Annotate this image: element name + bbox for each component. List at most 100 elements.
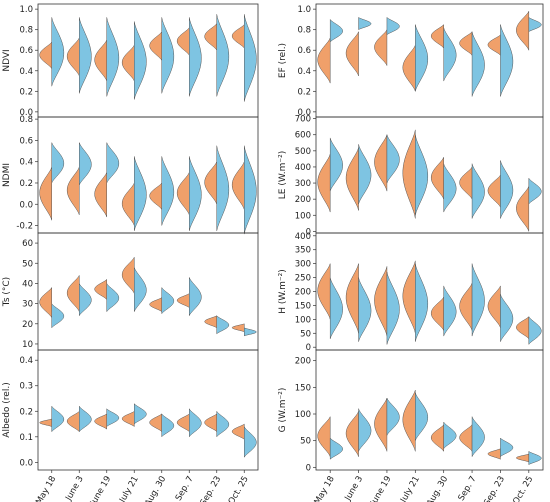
violin-left-7 [204,413,217,432]
violin-left-1 [39,418,52,427]
violin-left-1 [317,37,331,84]
violin-left-4 [402,129,416,219]
violin-right-5 [443,421,457,450]
violin-left-4 [121,182,135,226]
y-tick-label: 200 [295,288,311,298]
x-tick-label: June 19 [88,475,113,502]
violin-right-2 [358,277,372,343]
y-tick-label: 300 [295,260,311,270]
violin-left-7 [204,23,217,52]
violin-left-6 [176,293,190,309]
violin-right-7 [500,24,514,97]
y-axis-label: NDMI [2,163,12,187]
violin-left-8 [231,161,245,210]
violin-right-1 [51,17,65,87]
violin-left-6 [176,413,190,432]
violin-left-7 [487,34,501,57]
violin-left-3 [94,39,107,82]
y-tick-label: 150 [295,301,311,311]
y-tick-label: 50 [22,259,33,269]
violin-left-7 [204,315,217,329]
y-tick-label: -0.2 [16,222,33,232]
x-tick-label: Oct. 25 [227,475,251,502]
violin-left-1 [39,287,52,318]
violin-right-6 [471,262,485,337]
violin-left-8 [231,323,245,333]
violin-right-5 [443,285,457,337]
violin-right-4 [134,267,147,312]
violin-right-3 [386,134,400,184]
violin-right-1 [329,137,343,192]
violin-right-3 [386,397,400,437]
violin-left-2 [345,410,359,458]
violin-left-4 [121,257,135,294]
y-axis-label: Albedo (rel.) [2,382,12,437]
violin-left-8 [516,10,530,51]
x-tick-label: May 18 [313,475,337,502]
violin-right-7 [216,315,230,335]
x-tick-label: Oct. 25 [511,475,535,502]
violin-right-1 [329,437,343,461]
violin-right-5 [443,26,457,82]
y-tick-label: 40 [22,279,33,289]
violin-right-4 [414,262,429,343]
violin-right-7 [500,294,514,343]
y-tick-label: 0 [306,227,311,237]
violin-left-1 [39,41,52,70]
violin-right-2 [79,283,92,317]
violin-left-4 [402,389,416,452]
y-tick-label: 0.0 [19,458,33,468]
violin-right-8 [244,145,257,235]
y-tick-label: 0.4 [19,158,33,168]
violin-left-5 [149,413,162,432]
violin-left-2 [66,37,80,77]
y-tick-label: 350 [295,246,311,256]
violin-right-6 [189,407,202,438]
violin-right-8 [528,17,542,32]
violin-left-3 [374,29,388,66]
y-tick-label: 0.0 [19,200,33,210]
y-tick-label: 100 [295,211,311,221]
y-tick-label: 0 [306,463,311,473]
violin-right-4 [134,156,147,231]
violin-left-3 [94,413,107,430]
y-axis-label: NDVI [2,49,12,71]
y-tick-label: 0.4 [297,67,311,77]
violin-left-6 [459,31,473,57]
violin-right-3 [106,408,120,428]
violin-right-8 [528,316,542,345]
violin-right-4 [414,134,429,216]
violin-left-3 [374,134,388,192]
y-tick-label: 60 [22,239,33,249]
y-tick-label: 1.0 [297,5,311,15]
violin-right-7 [500,160,514,219]
violin-right-4 [134,403,147,425]
y-tick-label: 200 [295,195,311,205]
y-tick-label: 0.0 [297,108,311,118]
violin-left-2 [345,263,359,334]
y-axis-label: H (W.m⁻²) [278,269,288,314]
y-tick-label: 50 [300,329,311,339]
violin-right-2 [79,17,92,94]
violin-left-6 [176,27,190,56]
violin-right-3 [106,282,120,312]
y-tick-label: 0.6 [19,136,33,146]
violin-right-4 [415,392,429,441]
violin-right-4 [414,23,429,92]
violin-right-4 [134,21,147,100]
y-tick-label: 0.8 [297,26,311,36]
violin-right-6 [471,31,485,98]
violin-right-3 [106,142,120,184]
panel-frame-8 [315,349,544,471]
violin-right-5 [161,287,175,315]
y-tick-label: 0.2 [19,87,33,97]
x-tick-label: June 19 [368,475,393,502]
y-tick-label: 0 [306,343,311,353]
y-tick-label: 20 [22,320,33,330]
violin-left-1 [39,166,52,221]
x-tick-label: June 3 [63,475,85,502]
violin-right-8 [528,178,542,205]
violin-right-8 [244,14,257,102]
violin-right-8 [244,327,257,337]
